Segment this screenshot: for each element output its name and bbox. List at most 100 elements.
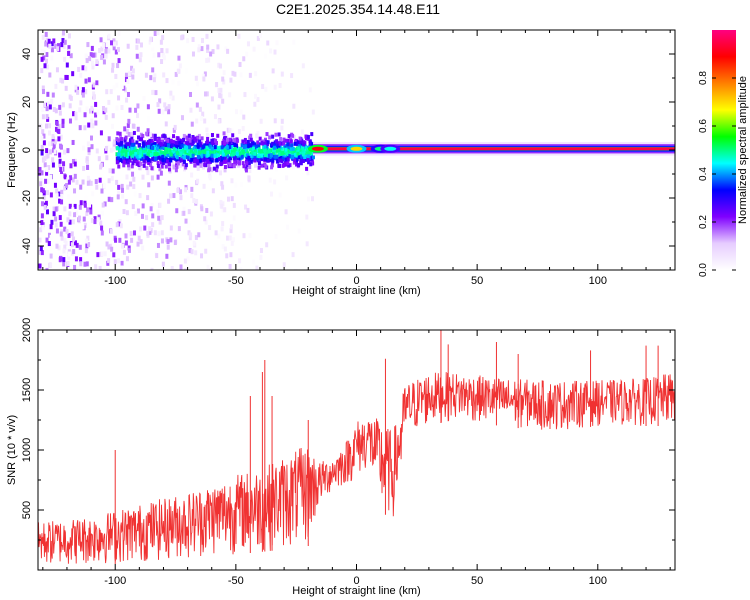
noise-cell	[171, 79, 175, 85]
noise-cell	[63, 185, 67, 191]
noise-cell	[234, 109, 238, 115]
band-cell	[198, 150, 202, 155]
noise-cell	[223, 167, 227, 173]
noise-cell	[190, 186, 194, 192]
noise-cell	[142, 96, 146, 102]
noise-cell	[78, 125, 82, 131]
noise-cell	[228, 235, 232, 241]
band-cell	[172, 153, 176, 158]
noise-cell	[244, 204, 248, 210]
snr-line	[38, 372, 675, 564]
noise-cell	[197, 44, 201, 50]
noise-cell	[117, 30, 121, 36]
band-cell	[130, 146, 134, 151]
noise-cell	[45, 237, 49, 243]
noise-cell	[226, 235, 230, 241]
noise-cell	[68, 211, 72, 217]
band-cell	[159, 142, 163, 147]
band-cell	[228, 144, 232, 149]
band-cell	[215, 158, 219, 163]
y-tick-label: 0	[21, 147, 33, 153]
band-cell	[293, 141, 297, 146]
noise-cell	[49, 224, 53, 230]
noise-cell	[278, 82, 282, 88]
noise-cell	[51, 140, 55, 146]
band-cell	[202, 153, 206, 158]
snr-series	[38, 330, 675, 564]
band-cell	[305, 150, 309, 155]
noise-cell	[113, 139, 117, 145]
band-cell	[256, 148, 260, 153]
noise-cell	[199, 115, 203, 121]
noise-cell	[45, 114, 49, 120]
band-cell	[139, 156, 143, 161]
band-cell	[311, 142, 315, 147]
noise-cell	[46, 64, 50, 70]
noise-cell	[280, 125, 284, 131]
band-cell	[298, 139, 302, 144]
noise-cell	[126, 122, 130, 128]
noise-cell	[124, 233, 128, 239]
noise-cell	[144, 72, 148, 78]
band-cell	[138, 154, 142, 159]
band-cell	[305, 166, 309, 171]
noise-cell	[131, 123, 135, 129]
noise-cell	[46, 91, 50, 97]
band-cell	[220, 145, 224, 150]
noise-cell	[166, 244, 170, 250]
noise-cell	[149, 206, 153, 212]
noise-cell	[292, 135, 296, 141]
band-cell	[257, 151, 261, 156]
noise-cell	[211, 49, 215, 55]
noise-cell	[87, 122, 91, 128]
band-cell	[248, 135, 252, 140]
noise-cell	[95, 85, 99, 91]
noise-cell	[136, 113, 140, 119]
noise-cell	[61, 102, 65, 108]
band-cell	[131, 161, 135, 166]
noise-cell	[253, 93, 257, 99]
noise-cell	[43, 156, 47, 162]
band-cell	[153, 133, 157, 138]
noise-cell	[45, 58, 49, 64]
band-cell	[224, 136, 228, 141]
noise-cell	[104, 48, 108, 54]
band-cell	[301, 145, 305, 150]
band-cell	[172, 147, 176, 152]
noise-cell	[188, 235, 192, 241]
noise-cell	[147, 116, 151, 122]
band-cell	[297, 146, 301, 151]
noise-cell	[200, 46, 204, 52]
noise-cell	[83, 202, 87, 208]
noise-cell	[125, 256, 129, 262]
band-cell	[223, 164, 227, 169]
band-cell	[228, 162, 232, 167]
band-cell	[139, 150, 143, 155]
band-cell	[137, 155, 141, 160]
noise-cell	[78, 244, 82, 250]
band-cell	[169, 158, 173, 163]
noise-cell	[292, 164, 296, 170]
band-cell	[267, 149, 271, 154]
noise-cell	[242, 56, 246, 62]
noise-cell	[126, 91, 130, 97]
noise-cell	[182, 133, 186, 139]
band-cell	[178, 147, 182, 152]
spectrogram-axes: -100 -50 0 50 100 -40 -20 0 20 40	[21, 29, 675, 287]
band-cell	[282, 137, 286, 142]
noise-cell	[232, 237, 236, 243]
noise-cell	[189, 107, 193, 113]
noise-cell	[126, 184, 130, 190]
noise-cell	[225, 133, 229, 139]
noise-cell	[146, 128, 150, 134]
noise-cell	[148, 229, 152, 235]
band-cell	[276, 159, 280, 164]
band-cell	[122, 144, 126, 149]
noise-cell	[292, 39, 296, 45]
band-cell	[182, 137, 186, 142]
band-cell	[175, 151, 179, 156]
band-cell	[286, 148, 290, 153]
band-cell	[169, 152, 173, 157]
band-cell	[257, 154, 261, 159]
band-cell	[245, 161, 249, 166]
